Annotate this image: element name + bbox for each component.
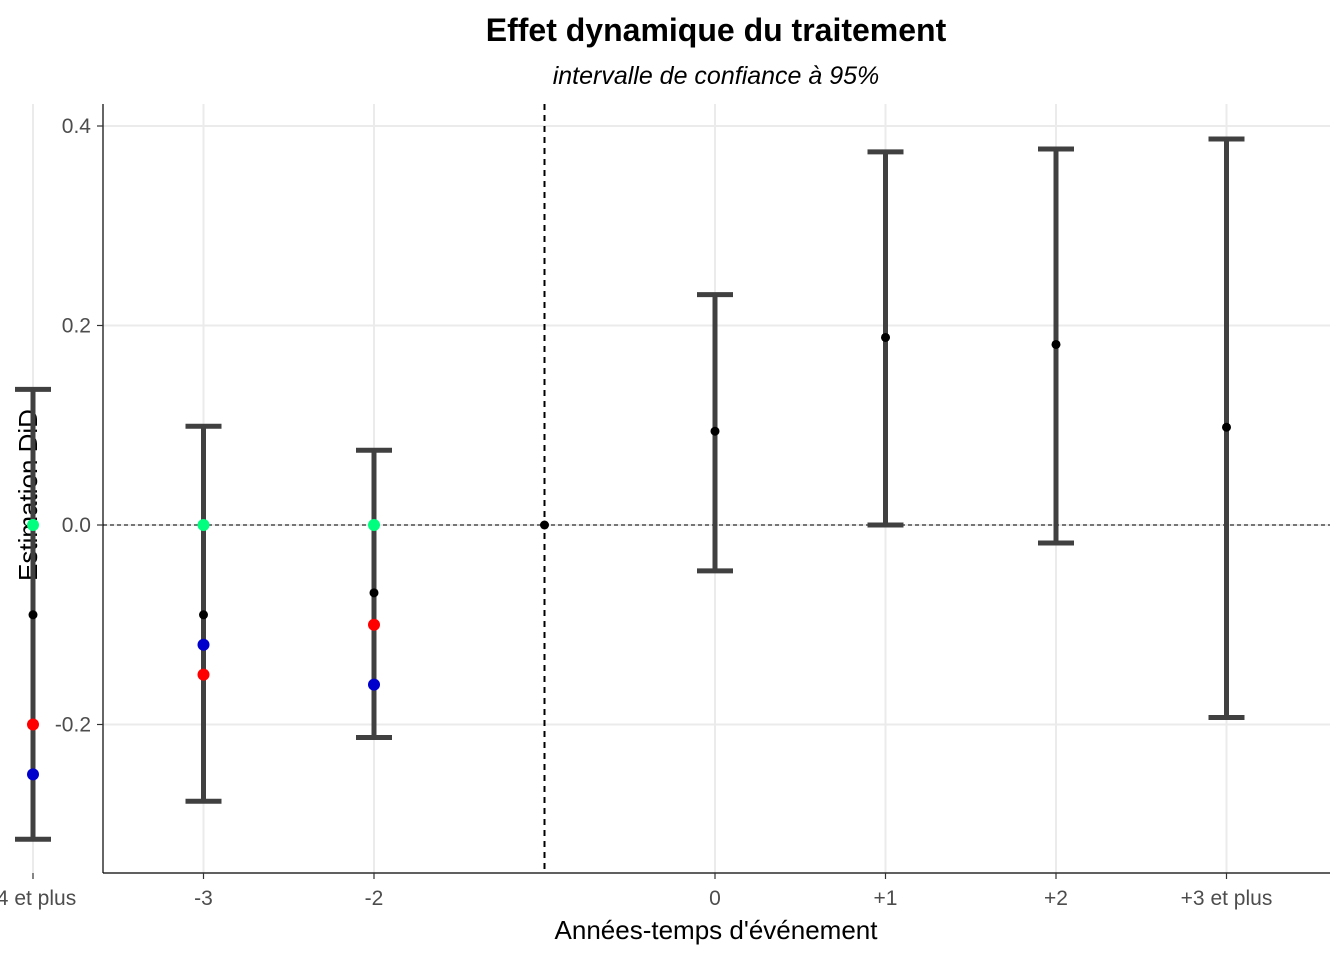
y-axis-title: Estimation DiD	[13, 409, 43, 581]
reference-lines	[103, 104, 1330, 873]
x-tick-label: +3 et plus	[1181, 887, 1273, 910]
x-tick-label: +1	[874, 887, 898, 910]
x-axis-title: Années-temps d'événement	[555, 915, 879, 945]
x-tick-label: -2	[365, 887, 384, 910]
point-rouge-1	[197, 668, 210, 681]
x-tick-label: -4 et plus	[0, 887, 76, 910]
y-tick-label: 0.0	[62, 514, 91, 537]
x-tick-label: -3	[194, 887, 213, 910]
data-points	[27, 332, 1231, 781]
point-estimation-0	[28, 610, 38, 620]
y-tick-label: -0.2	[55, 714, 91, 737]
point-estimation-1	[199, 610, 208, 620]
point-estimation-7	[1222, 422, 1231, 432]
point-vert-1	[197, 519, 210, 531]
point-vert-2	[368, 519, 380, 531]
y-tick-label: 0.2	[62, 315, 91, 338]
point-estimation-6	[1051, 339, 1061, 349]
chart-title: Effet dynamique du traitement	[486, 12, 947, 48]
axes: -0.2 0.0 0.2 0.4 -4 et plus -3 -2 0 +1 +2 +3 et pl…	[0, 104, 1330, 910]
point-estimation-4	[710, 426, 720, 436]
y-tick-label: 0.4	[62, 115, 92, 138]
point-rouge-2	[368, 618, 380, 631]
gridlines	[32, 104, 1330, 873]
point-vert-0	[27, 519, 39, 531]
point-rouge-0	[27, 718, 39, 731]
point-bleu-0	[27, 768, 39, 781]
point-bleu-1	[197, 638, 210, 651]
point-bleu-2	[368, 678, 380, 691]
point-estimation-3	[540, 520, 549, 530]
x-tick-label: +2	[1044, 887, 1068, 910]
point-estimation-5	[881, 332, 890, 342]
x-tick-label: 0	[709, 887, 721, 910]
point-estimation-2	[369, 588, 379, 598]
chart-subtitle: intervalle de confiance à 95%	[553, 62, 880, 90]
error-bars	[15, 136, 1245, 842]
